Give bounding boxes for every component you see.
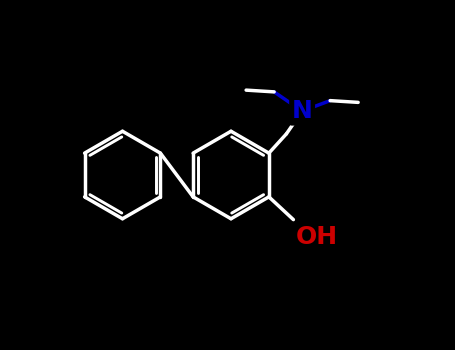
Text: N: N: [292, 99, 313, 123]
Text: OH: OH: [296, 225, 339, 249]
